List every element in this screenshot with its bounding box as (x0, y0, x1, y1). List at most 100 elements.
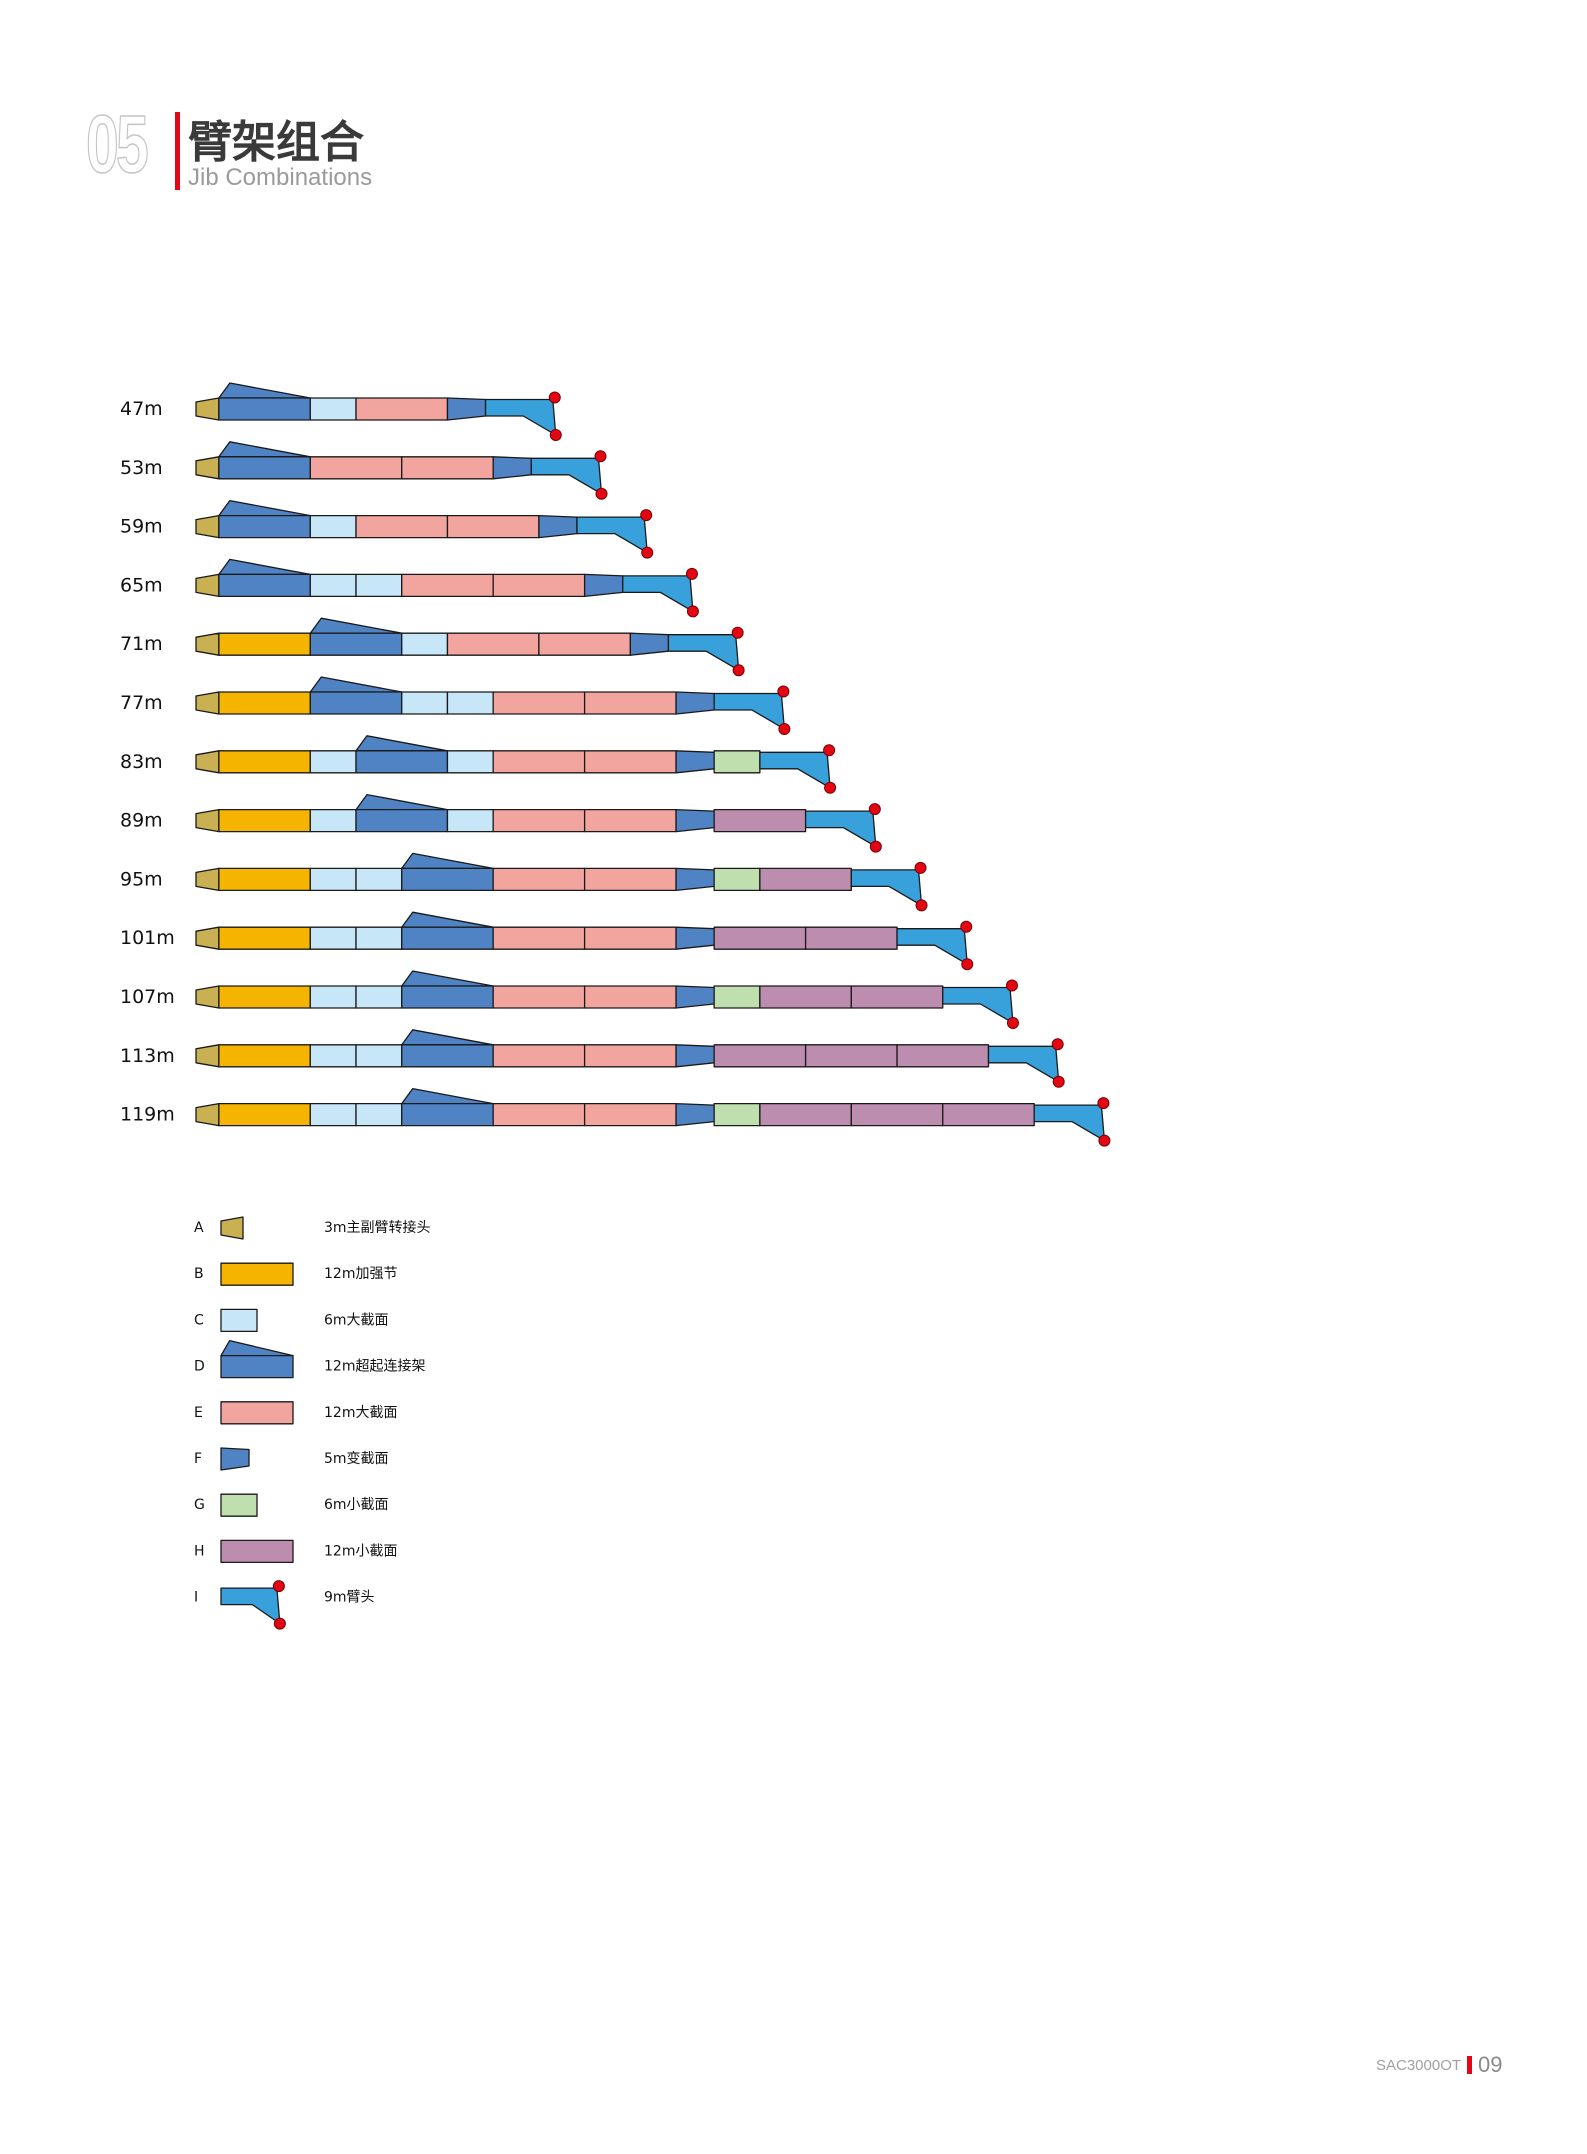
segment-H (850, 1102, 944, 1127)
segment-D-superlift (220, 1354, 294, 1379)
segment-H (759, 985, 852, 1009)
head-pin-top (1051, 1038, 1064, 1051)
segment-E (446, 632, 540, 656)
segment-D-superlift (355, 750, 449, 774)
jib-row-53m: 53m (120, 441, 608, 500)
row-length-label: 53m (120, 457, 163, 479)
segment-E (583, 750, 677, 774)
segment-E (401, 573, 494, 598)
segment-C (355, 1102, 403, 1127)
segment-I-head (530, 457, 603, 495)
segment-H (804, 1044, 898, 1068)
legend-desc: 6m小截面 (324, 1497, 389, 1513)
segment-I-head (850, 869, 923, 907)
row-length-label: 101m (120, 927, 175, 949)
segment-E (492, 985, 586, 1009)
segment-D-superlift (218, 456, 311, 480)
segment-B (218, 867, 311, 892)
row-length-label: 71m (120, 633, 163, 655)
segment-G (220, 1493, 258, 1517)
segment-E (492, 573, 586, 598)
segment-D-bump (218, 441, 311, 458)
segment-E (446, 514, 540, 539)
segment-A-adapter (195, 456, 220, 480)
segment-C (355, 1044, 403, 1068)
row-length-label: 95m (120, 868, 163, 890)
row-length-label: 107m (120, 986, 175, 1008)
segment-D-bump (309, 617, 403, 634)
segment-A-adapter (195, 750, 220, 774)
head-pin-top (823, 744, 836, 757)
segment-C (355, 926, 403, 950)
segment-A-adapter (195, 632, 220, 656)
segment-D-superlift (218, 514, 311, 539)
segment-F-transition (675, 1102, 715, 1127)
legend-desc: 9m臂头 (324, 1590, 375, 1606)
segment-F-transition (629, 632, 670, 656)
footer-accent-bar (1467, 2056, 1473, 2074)
legend-key: B (194, 1266, 204, 1282)
segment-E (583, 1044, 677, 1068)
segment-A-adapter (195, 985, 220, 1009)
legend-desc: 6m大截面 (324, 1312, 389, 1328)
row-length-label: 47m (120, 398, 163, 420)
jib-row-59m: 59m (120, 499, 654, 559)
segment-F-transition (583, 573, 624, 598)
legend-desc: 12m小截面 (324, 1543, 397, 1559)
jib-row-71m: 71m (120, 617, 745, 677)
head-pin-bottom (641, 546, 654, 559)
head-pin-bottom (824, 781, 837, 794)
footer-model: SAC3000OT (1376, 2056, 1462, 2074)
segment-D-superlift (309, 691, 403, 715)
segment-B (218, 632, 311, 656)
segment-B (218, 985, 311, 1009)
segment-E (492, 750, 586, 774)
head-pin-bottom (595, 487, 608, 500)
segment-I-head (1033, 1104, 1106, 1142)
segment-B (218, 808, 311, 833)
head-pin-bottom (686, 605, 699, 618)
segment-A-adapter (220, 1216, 244, 1240)
segment-A-adapter (195, 1044, 220, 1068)
jib-row-107m: 107m (120, 970, 1019, 1029)
segment-A-adapter (195, 1102, 220, 1127)
accent-bar (175, 112, 180, 190)
segment-E (355, 514, 449, 539)
segment-B (218, 691, 311, 715)
segment-C (309, 1044, 357, 1068)
segment-C (309, 926, 357, 950)
segment-I-head (804, 810, 877, 848)
head-pin-top (777, 685, 790, 698)
legend-desc: 3m主副臂转接头 (324, 1219, 431, 1236)
segment-D-bump (218, 558, 311, 576)
legend-key: D (194, 1359, 205, 1375)
segment-C (309, 808, 357, 833)
segment-E (583, 867, 677, 892)
segment-C (309, 1102, 357, 1127)
segment-D-superlift (401, 985, 494, 1009)
segment-F-transition (675, 691, 715, 715)
head-pin-top (685, 567, 698, 580)
segment-G (713, 750, 761, 774)
segment-I-head (622, 575, 694, 613)
segment-C (309, 397, 357, 421)
head-pin-top (548, 391, 561, 404)
segment-F-transition (675, 867, 715, 892)
legend-key: I (194, 1590, 198, 1606)
legend-key: A (194, 1220, 204, 1236)
segment-H (850, 985, 944, 1009)
segment-H (804, 926, 898, 950)
segment-E (492, 926, 586, 950)
segment-C (446, 750, 494, 774)
segment-G (713, 985, 761, 1009)
segment-C (446, 808, 494, 833)
row-length-label: 59m (120, 516, 163, 538)
segment-C (309, 985, 357, 1009)
footer: SAC3000OT 09 (1376, 2052, 1503, 2078)
legend-desc: 12m大截面 (324, 1405, 397, 1421)
legend-key: H (194, 1543, 205, 1559)
segment-E (220, 1401, 294, 1425)
legend-desc: 5m变截面 (324, 1451, 389, 1467)
head-pin-bottom (915, 899, 928, 912)
segment-I-head (896, 928, 968, 965)
